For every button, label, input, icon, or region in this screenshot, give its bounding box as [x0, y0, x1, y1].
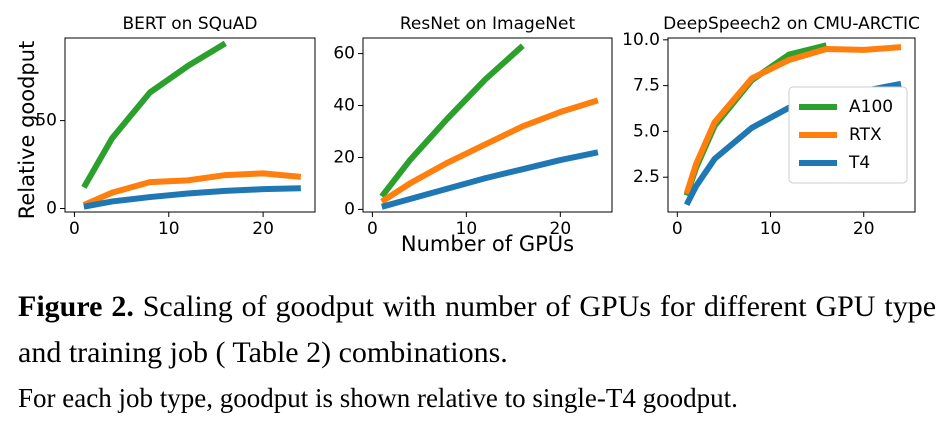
plot-frame — [362, 37, 613, 213]
y-tick-label: 60 — [333, 44, 355, 64]
series-line — [82, 170, 302, 208]
series-line — [380, 97, 599, 205]
x-tick-label: 10 — [158, 219, 180, 239]
y-tick-label: 7.5 — [633, 76, 660, 96]
series-line — [683, 44, 902, 195]
chart-title: ResNet on ImageNet — [400, 14, 576, 34]
legend-box — [788, 86, 908, 184]
x-tick-label: 20 — [252, 219, 274, 239]
caption-text: Scaling of goodput with number of GPUs f… — [18, 290, 937, 369]
series-line — [81, 40, 227, 189]
x-axis-label: Number of GPUs — [401, 232, 574, 256]
y-tick-label: 0 — [344, 199, 355, 219]
x-tick-label: 20 — [550, 219, 572, 239]
y-tick-label: 10.0 — [622, 30, 660, 50]
y-tick-label: 5.0 — [633, 121, 660, 141]
caption: Figure 2. Scaling of goodput with number… — [18, 284, 936, 420]
x-tick-label: 10 — [456, 219, 478, 239]
plot-frame — [64, 37, 316, 213]
x-tick-label: 20 — [853, 219, 875, 239]
series-line — [83, 185, 301, 210]
legend-label: T4 — [848, 153, 870, 173]
x-tick-label: 0 — [69, 219, 80, 239]
series-line — [379, 43, 525, 199]
x-tick-label: 0 — [672, 219, 683, 239]
y-axis-label: Relative goodput — [15, 41, 39, 220]
y-tick-label: 2.5 — [633, 167, 660, 187]
y-tick-label: 40 — [333, 96, 355, 116]
x-tick-label: 0 — [367, 219, 378, 239]
y-tick-label: 0 — [46, 198, 57, 218]
y-tick-label: 50 — [35, 111, 57, 131]
plot-frame — [667, 37, 916, 213]
chart-title: BERT on SQuAD — [122, 14, 257, 34]
figure: BERT on SQuAD 0 50 0 10 20 Relative goodput Res… — [15, 14, 920, 256]
legend-label: A100 — [849, 97, 893, 117]
chart-title: DeepSpeech2 on CMU-ARCTIC — [663, 14, 920, 34]
y-tick-label: 20 — [333, 147, 355, 167]
caption-note: For each job type, goodput is shown rela… — [18, 383, 738, 413]
series-line — [380, 149, 599, 210]
caption-main: Figure 2. Scaling of goodput with number… — [18, 284, 936, 376]
x-tick-label: 10 — [760, 219, 782, 239]
legend-label: RTX — [849, 125, 882, 145]
caption-label: Figure 2. — [18, 290, 134, 323]
